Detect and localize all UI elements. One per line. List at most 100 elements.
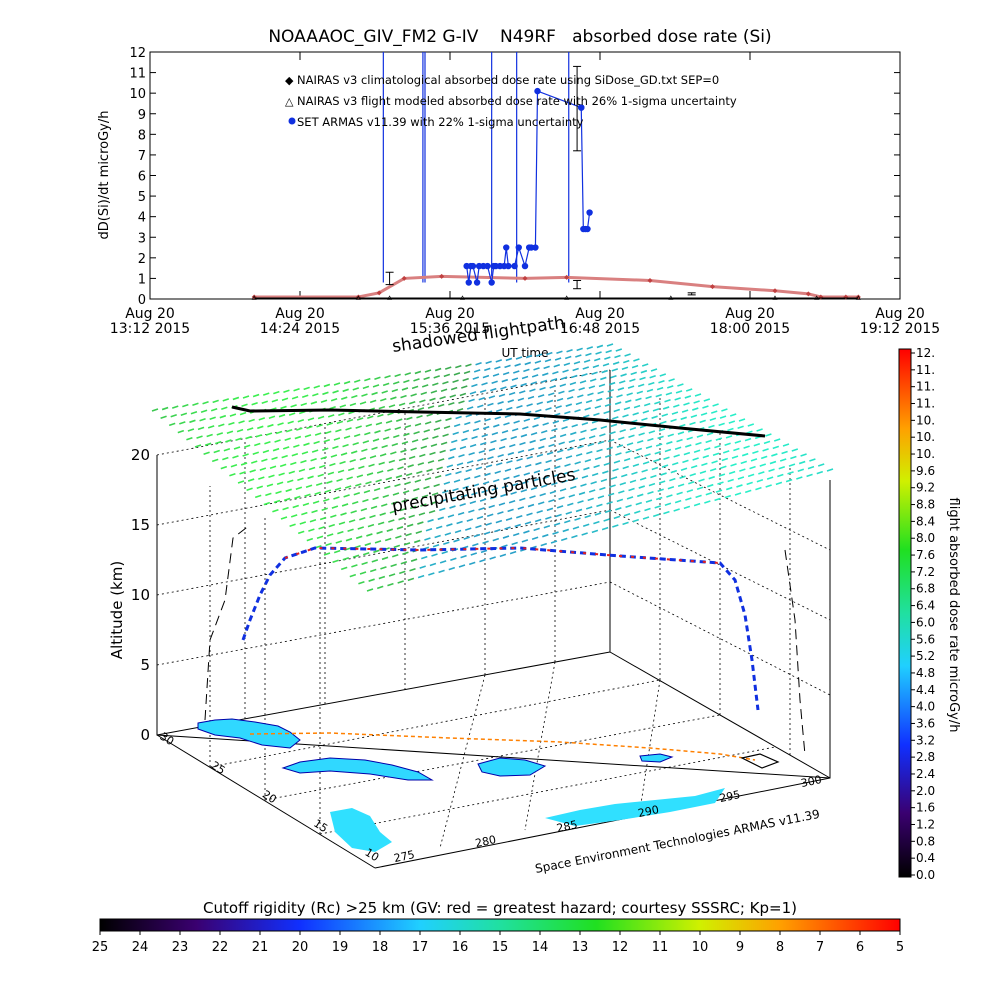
particle-mark bbox=[592, 364, 600, 369]
legend-marker-climatological: ◆ bbox=[285, 74, 294, 87]
series-flight-modeled-point bbox=[772, 295, 778, 300]
particle-mark bbox=[539, 492, 546, 497]
particle-mark bbox=[341, 503, 349, 507]
particle-mark bbox=[612, 416, 619, 420]
particle-mark bbox=[520, 489, 528, 493]
particle-mark bbox=[581, 422, 589, 426]
particle-mark bbox=[513, 474, 520, 478]
particle-mark bbox=[376, 470, 384, 474]
particle-mark bbox=[338, 521, 346, 526]
particle-mark bbox=[357, 526, 365, 530]
particle-mark bbox=[342, 388, 349, 393]
legend-entry-climatological: NAIRAS v3 climatological absorbed dose r… bbox=[297, 73, 719, 87]
particle-mark bbox=[343, 494, 350, 498]
particle-mark bbox=[340, 396, 348, 400]
particle-mark bbox=[474, 474, 481, 479]
particle-mark bbox=[645, 499, 653, 503]
particle-mark bbox=[385, 476, 393, 481]
particle-mark bbox=[457, 511, 465, 516]
particle-mark bbox=[203, 451, 210, 455]
particle-mark bbox=[483, 531, 491, 535]
particle-mark bbox=[247, 478, 255, 482]
particle-mark bbox=[432, 543, 440, 548]
particle-mark bbox=[727, 478, 734, 483]
particle-mark bbox=[229, 413, 237, 417]
particle-mark bbox=[728, 420, 736, 424]
dose-colorbar-tick-label: 8.0 bbox=[916, 531, 935, 545]
particle-mark bbox=[410, 393, 417, 397]
particle-mark bbox=[362, 498, 369, 503]
particle-mark bbox=[292, 504, 299, 509]
particle-mark bbox=[539, 437, 547, 442]
particle-mark bbox=[758, 471, 765, 475]
particle-mark bbox=[372, 438, 380, 442]
particle-mark bbox=[380, 398, 387, 402]
particle-mark bbox=[351, 394, 358, 399]
particle-mark bbox=[560, 537, 568, 542]
particle-mark bbox=[394, 483, 401, 488]
particle-mark bbox=[456, 407, 464, 412]
particle-mark bbox=[778, 465, 786, 470]
series-flight-modeled-point bbox=[564, 295, 570, 300]
particle-mark bbox=[371, 391, 378, 396]
particle-mark bbox=[268, 474, 275, 478]
particle-mark bbox=[339, 404, 347, 408]
particle-mark bbox=[585, 352, 592, 357]
particle-mark bbox=[578, 387, 585, 391]
particle-mark bbox=[497, 511, 504, 515]
particle-mark bbox=[366, 588, 374, 592]
particle-mark bbox=[411, 496, 419, 501]
particle-mark bbox=[540, 542, 548, 547]
particle-mark bbox=[369, 568, 377, 573]
particle-mark bbox=[531, 374, 539, 378]
particle-mark bbox=[710, 410, 718, 414]
particle-mark bbox=[693, 400, 700, 404]
particle-mark bbox=[419, 453, 426, 458]
particle-mark bbox=[555, 405, 562, 409]
particle-mark bbox=[744, 437, 752, 442]
particle-mark bbox=[249, 469, 256, 473]
particle-mark bbox=[607, 438, 615, 443]
particle-mark bbox=[509, 550, 517, 555]
particle-mark bbox=[543, 365, 550, 370]
particle-mark bbox=[379, 512, 386, 516]
particle-mark bbox=[323, 383, 331, 388]
y-tick-label: 1 bbox=[138, 272, 146, 287]
particle-mark bbox=[419, 399, 426, 403]
particle-mark bbox=[674, 499, 682, 504]
particle-mark bbox=[280, 516, 288, 520]
particle-mark bbox=[456, 462, 464, 466]
particle-mark bbox=[546, 451, 554, 456]
particle-mark bbox=[461, 437, 468, 442]
particle-mark bbox=[690, 414, 698, 418]
particle-mark bbox=[469, 443, 477, 448]
particle-mark bbox=[655, 443, 663, 447]
rigidity-colorbar-tick-label: 14 bbox=[532, 940, 549, 955]
particle-mark bbox=[417, 462, 425, 466]
particle-mark bbox=[286, 479, 294, 484]
particle-mark bbox=[274, 439, 281, 443]
particle-mark bbox=[202, 401, 209, 405]
particle-mark bbox=[359, 401, 367, 405]
particle-mark bbox=[490, 387, 497, 392]
particle-mark bbox=[342, 556, 350, 561]
particle-mark bbox=[612, 468, 619, 472]
particle-mark bbox=[390, 451, 397, 455]
particle-mark bbox=[407, 464, 414, 468]
particle-mark bbox=[326, 480, 333, 484]
particle-mark bbox=[455, 415, 462, 420]
particle-mark bbox=[349, 402, 357, 407]
particle-mark bbox=[406, 523, 414, 528]
particle-mark bbox=[395, 418, 403, 422]
particle-mark bbox=[637, 383, 645, 388]
particle-mark bbox=[495, 519, 503, 524]
particle-mark bbox=[618, 490, 625, 494]
particle-mark bbox=[409, 567, 416, 572]
particle-mark bbox=[661, 413, 669, 417]
particle-mark bbox=[642, 410, 650, 414]
particle-mark bbox=[536, 453, 544, 458]
particle-mark bbox=[285, 488, 292, 493]
particle-mark bbox=[581, 373, 588, 377]
particle-mark bbox=[577, 394, 584, 398]
particle-mark bbox=[230, 464, 238, 468]
